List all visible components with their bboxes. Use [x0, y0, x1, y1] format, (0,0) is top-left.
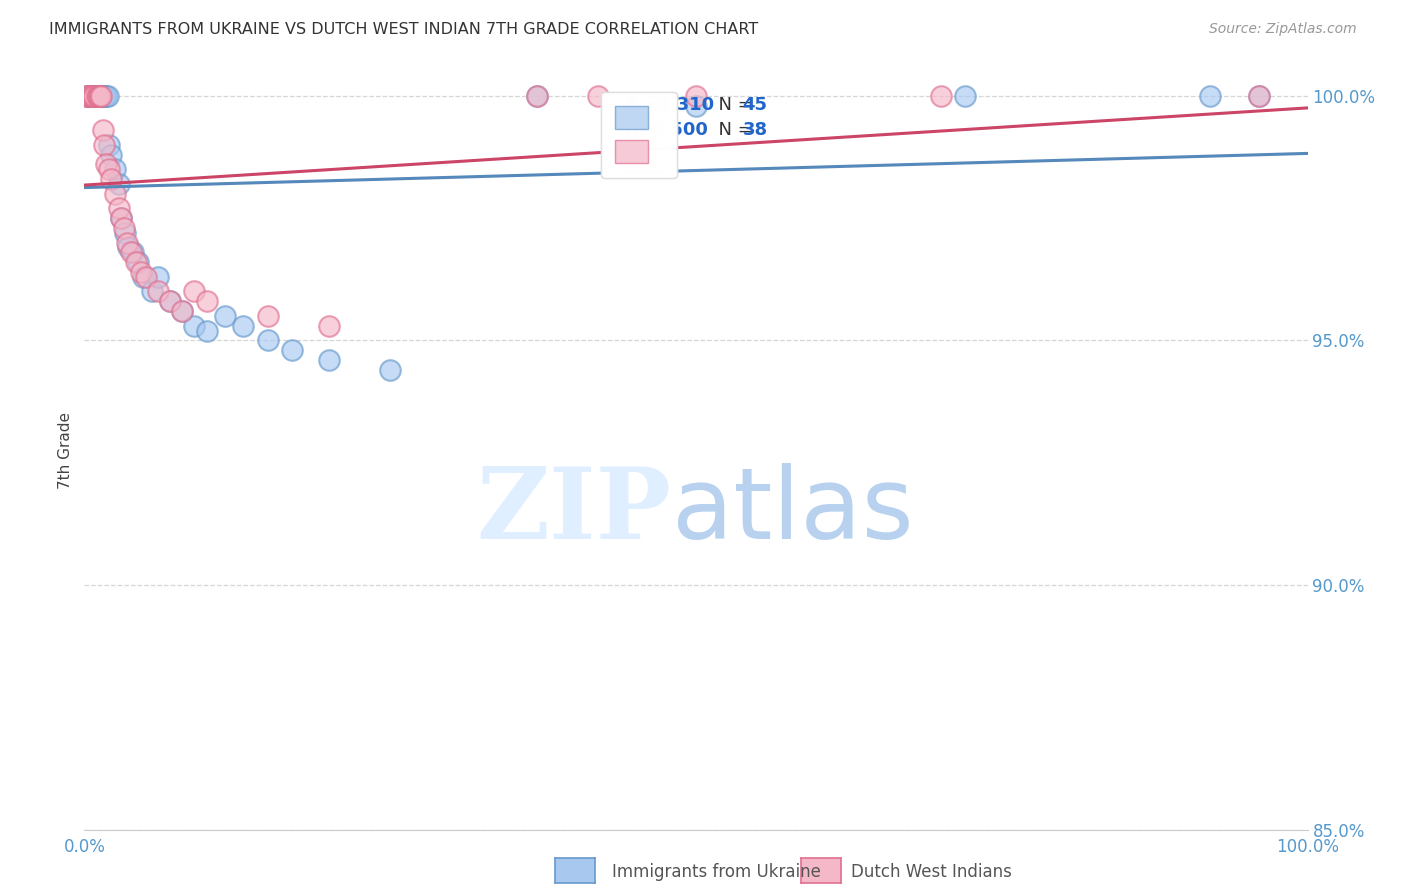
- Text: Source: ZipAtlas.com: Source: ZipAtlas.com: [1209, 22, 1357, 37]
- Point: [96, 88, 118, 103]
- Point: [115, 235, 138, 250]
- Point: [104, 186, 127, 201]
- Point: [87, 88, 110, 103]
- Point: [86, 88, 108, 103]
- Point: [89, 88, 111, 103]
- Point: [83, 88, 105, 103]
- Point: [97, 88, 120, 103]
- Point: [586, 88, 609, 103]
- Point: [100, 172, 122, 186]
- Point: [87, 88, 110, 103]
- Point: [146, 285, 169, 299]
- Point: [929, 88, 952, 103]
- Point: [83, 88, 105, 103]
- Point: [195, 294, 218, 309]
- Point: [107, 177, 129, 191]
- Point: [90, 88, 112, 103]
- Point: [172, 304, 194, 318]
- Point: [1247, 88, 1270, 103]
- Point: [87, 88, 110, 103]
- Point: [77, 88, 100, 103]
- Point: [77, 88, 100, 103]
- Point: [91, 88, 114, 103]
- Point: [91, 123, 114, 137]
- Point: [80, 88, 103, 103]
- Text: 38: 38: [742, 120, 768, 139]
- Y-axis label: 7th Grade: 7th Grade: [58, 412, 73, 489]
- Point: [79, 88, 101, 103]
- Point: [172, 304, 194, 318]
- Point: [107, 202, 129, 216]
- Point: [79, 88, 101, 103]
- Text: atlas: atlas: [672, 463, 912, 559]
- Point: [685, 88, 707, 103]
- Point: [80, 88, 103, 103]
- Text: 45: 45: [742, 96, 768, 114]
- Text: Dutch West Indians: Dutch West Indians: [851, 863, 1011, 881]
- Point: [97, 162, 120, 177]
- Point: [96, 157, 118, 171]
- Point: [82, 88, 104, 103]
- Point: [1198, 88, 1220, 103]
- Point: [183, 285, 205, 299]
- Point: [380, 363, 402, 377]
- Text: R =: R =: [626, 96, 665, 114]
- Point: [97, 137, 120, 152]
- Text: IMMIGRANTS FROM UKRAINE VS DUTCH WEST INDIAN 7TH GRADE CORRELATION CHART: IMMIGRANTS FROM UKRAINE VS DUTCH WEST IN…: [49, 22, 758, 37]
- Point: [94, 88, 117, 103]
- Point: [82, 88, 104, 103]
- Point: [159, 294, 181, 309]
- Text: N =: N =: [707, 120, 758, 139]
- Point: [93, 88, 115, 103]
- Point: [183, 318, 205, 333]
- Point: [146, 269, 169, 284]
- Point: [1247, 88, 1270, 103]
- Point: [195, 324, 218, 338]
- Point: [129, 265, 152, 279]
- Point: [127, 255, 149, 269]
- Legend: , : ,: [600, 92, 676, 178]
- Point: [117, 240, 139, 254]
- Text: ZIP: ZIP: [477, 463, 672, 559]
- Point: [526, 88, 548, 103]
- Point: [526, 88, 548, 103]
- Point: [87, 88, 110, 103]
- Point: [90, 88, 112, 103]
- Point: [114, 226, 136, 240]
- Point: [257, 309, 280, 323]
- Point: [110, 211, 132, 226]
- Text: 0.310: 0.310: [651, 96, 714, 114]
- Text: Immigrants from Ukraine: Immigrants from Ukraine: [612, 863, 821, 881]
- Point: [122, 245, 145, 260]
- Point: [120, 245, 142, 260]
- Point: [77, 88, 100, 103]
- Point: [76, 88, 98, 103]
- Point: [86, 88, 108, 103]
- Point: [76, 88, 98, 103]
- Point: [141, 285, 163, 299]
- Text: N =: N =: [707, 96, 758, 114]
- Point: [104, 162, 127, 177]
- Point: [159, 294, 181, 309]
- Point: [257, 334, 280, 348]
- Point: [318, 353, 340, 368]
- Point: [135, 269, 157, 284]
- Point: [77, 88, 100, 103]
- Text: 0.500: 0.500: [651, 120, 707, 139]
- Point: [281, 343, 304, 358]
- Point: [318, 318, 340, 333]
- Point: [232, 318, 254, 333]
- Point: [93, 137, 115, 152]
- Text: R =: R =: [626, 120, 665, 139]
- Point: [132, 269, 155, 284]
- Point: [214, 309, 236, 323]
- Point: [100, 147, 122, 161]
- Point: [685, 98, 707, 112]
- Point: [125, 255, 148, 269]
- Point: [112, 220, 135, 235]
- Point: [84, 88, 107, 103]
- Point: [953, 88, 976, 103]
- Point: [110, 211, 132, 226]
- Point: [89, 88, 111, 103]
